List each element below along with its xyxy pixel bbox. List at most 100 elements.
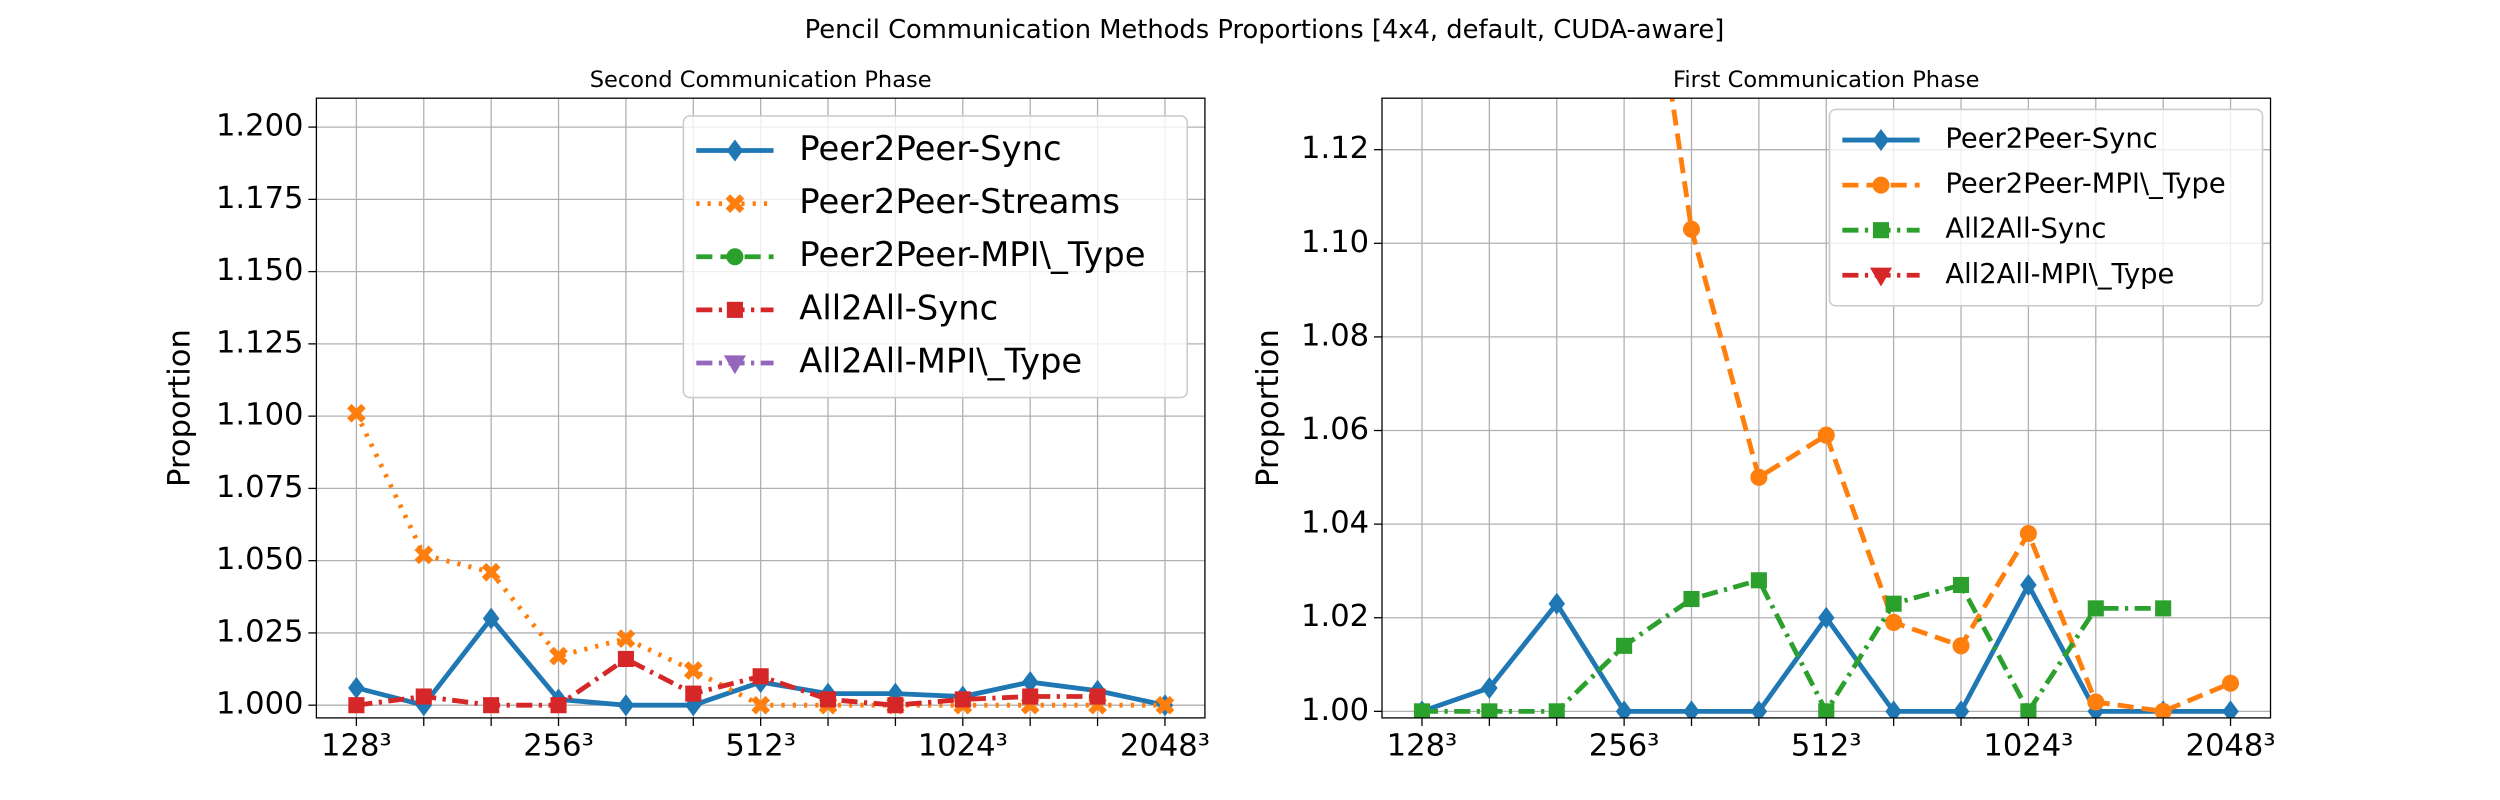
x-tick-label: 128³ bbox=[321, 728, 392, 763]
marker bbox=[1872, 129, 1890, 152]
chart-title: Second Communication Phase bbox=[590, 67, 932, 93]
marker bbox=[1682, 220, 1701, 238]
marker bbox=[726, 301, 743, 318]
legend-box bbox=[1828, 108, 2264, 307]
y-tick-label: 1.10 bbox=[1301, 225, 1369, 260]
y-tick-label: 1.12 bbox=[1301, 131, 1369, 166]
marker bbox=[1089, 688, 1106, 705]
marker bbox=[1872, 222, 1890, 239]
legend-label: All2All-Sync bbox=[799, 288, 998, 327]
legend-label: All2All-MPI\_Type bbox=[799, 341, 1082, 380]
marker bbox=[1818, 606, 1835, 629]
axes-frame bbox=[315, 97, 1206, 719]
marker bbox=[616, 629, 636, 649]
x-tick-label: 512³ bbox=[1791, 728, 1862, 763]
marker bbox=[1818, 703, 1835, 718]
marker bbox=[1885, 700, 1902, 718]
marker bbox=[1548, 592, 1565, 615]
plot bbox=[347, 403, 1175, 717]
marker bbox=[685, 685, 702, 702]
marker bbox=[348, 697, 365, 714]
marker bbox=[1952, 576, 1970, 594]
legend-label: Peer2Peer-MPI\_Type bbox=[1945, 169, 2225, 200]
marker bbox=[726, 139, 744, 162]
y-axis-label: Proportion bbox=[1251, 329, 1286, 487]
y-tick-label: 1.150 bbox=[216, 253, 304, 288]
marker bbox=[414, 545, 434, 565]
x-tick-label: 512³ bbox=[725, 728, 796, 763]
series-line bbox=[1669, 98, 2232, 714]
marker bbox=[751, 695, 771, 715]
x-tick-label: 1024³ bbox=[918, 728, 1008, 763]
y-tick-label: 1.200 bbox=[216, 109, 304, 144]
y-tick-label: 1.025 bbox=[216, 614, 304, 649]
marker bbox=[482, 607, 500, 630]
axes-frame bbox=[1381, 97, 2272, 719]
marker bbox=[347, 403, 366, 423]
marker bbox=[726, 248, 744, 266]
series-line bbox=[1421, 577, 2164, 717]
marker bbox=[1750, 700, 1768, 718]
legend-label: Peer2Peer-Streams bbox=[799, 182, 1120, 221]
x-tick-label: 2048³ bbox=[1120, 728, 1210, 763]
y-tick-label: 1.125 bbox=[216, 325, 304, 360]
legend-label: All2All-Sync bbox=[1945, 214, 2106, 245]
y-tick-label: 1.075 bbox=[216, 470, 304, 505]
marker bbox=[1022, 688, 1039, 705]
y-tick-label: 1.00 bbox=[1301, 693, 1369, 728]
marker bbox=[617, 694, 635, 717]
y-tick-label: 1.050 bbox=[216, 542, 304, 577]
marker bbox=[2019, 524, 2037, 543]
marker bbox=[2154, 702, 2172, 718]
marker bbox=[2087, 693, 2105, 711]
marker bbox=[1952, 700, 1970, 718]
y-tick-label: 1.04 bbox=[1301, 506, 1369, 541]
plot bbox=[1413, 98, 2240, 718]
x-tick-label: 256³ bbox=[1589, 728, 1660, 763]
legend-label: All2All-MPI\_Type bbox=[1945, 259, 2174, 290]
marker bbox=[1952, 637, 1970, 655]
marker bbox=[819, 691, 837, 708]
y-tick-label: 1.000 bbox=[216, 687, 304, 722]
marker bbox=[481, 562, 501, 582]
marker bbox=[2222, 700, 2239, 718]
legend-label: Peer2Peer-Sync bbox=[799, 129, 1061, 168]
marker bbox=[1750, 572, 1767, 589]
marker bbox=[1869, 267, 1893, 287]
marker bbox=[1750, 468, 1768, 486]
marker bbox=[1872, 176, 1890, 194]
x-tick-label: 2048³ bbox=[2186, 728, 2276, 763]
y-axis-label: Proportion bbox=[163, 329, 198, 487]
marker bbox=[1481, 676, 1498, 699]
marker bbox=[752, 668, 769, 685]
marker bbox=[1155, 695, 1175, 715]
y-tick-label: 1.100 bbox=[216, 398, 304, 433]
marker bbox=[1615, 700, 1633, 718]
x-tick-label: 1024³ bbox=[1983, 728, 2073, 763]
marker bbox=[723, 355, 746, 375]
marker bbox=[2020, 573, 2037, 596]
marker bbox=[549, 646, 568, 666]
x-tick-label: 128³ bbox=[1387, 728, 1458, 763]
marker bbox=[1616, 637, 1633, 654]
marker bbox=[2087, 600, 2104, 617]
legend-label: Peer2Peer-Sync bbox=[1945, 124, 2157, 155]
marker bbox=[1817, 426, 1835, 444]
marker bbox=[617, 650, 634, 667]
y-tick-label: 1.02 bbox=[1301, 599, 1369, 634]
marker bbox=[2222, 674, 2240, 692]
marker bbox=[887, 697, 904, 714]
marker bbox=[2155, 600, 2172, 617]
marker bbox=[683, 661, 703, 680]
marker bbox=[1885, 613, 1903, 631]
marker bbox=[1683, 700, 1700, 718]
marker bbox=[1481, 703, 1498, 718]
y-tick-label: 1.06 bbox=[1301, 412, 1369, 447]
figure-title: Pencil Communication Methods Proportions… bbox=[805, 15, 1725, 45]
y-tick-label: 1.175 bbox=[216, 181, 304, 216]
marker bbox=[954, 691, 971, 708]
y-tick-label: 1.08 bbox=[1301, 318, 1369, 353]
series-line bbox=[356, 656, 1098, 708]
chart-title: First Communication Phase bbox=[1673, 67, 1979, 93]
